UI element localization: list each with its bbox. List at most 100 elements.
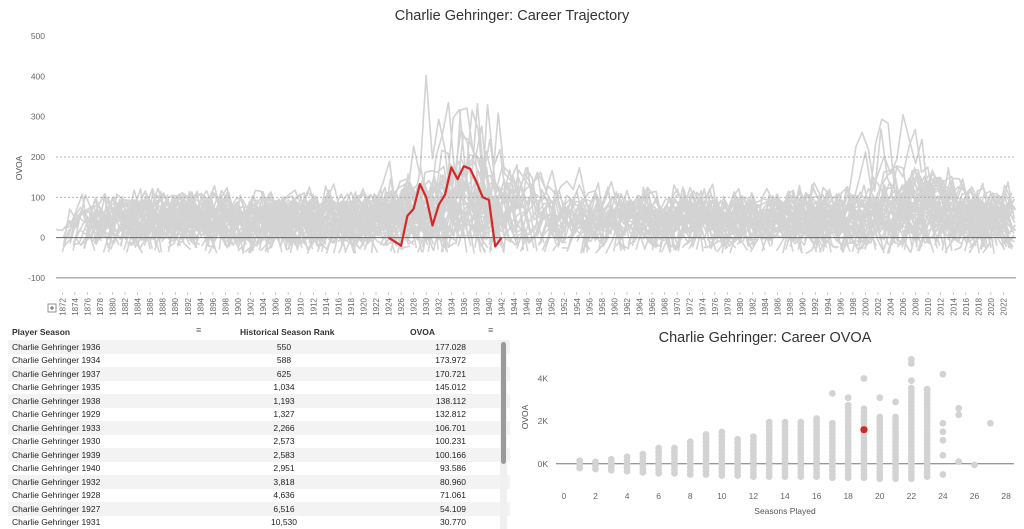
x-tick-label: 1890 [171, 297, 180, 315]
table-row[interactable]: Charlie Gehringer 1930 2,573 100.231 [8, 435, 510, 449]
scatter-point [592, 458, 599, 466]
scatter-x-axis-ticks: 0 2 4 6 8 10 12 14 16 18 20 22 24 26 28 [562, 491, 1012, 501]
background-player-line [732, 198, 798, 244]
sort-icon[interactable]: ≡ [196, 325, 202, 335]
scatter-point [939, 471, 947, 478]
x-tick-label: 1976 [711, 297, 720, 315]
background-player-line [900, 169, 977, 247]
table-row[interactable]: Charlie Gehringer 1936 550 177.028 [8, 340, 510, 354]
table-row[interactable]: Charlie Gehringer 1940 2,951 93.586 [8, 462, 510, 476]
background-player-line [432, 103, 535, 252]
background-player-line [140, 193, 218, 232]
scatter-point [828, 419, 836, 427]
chart-title-trajectory: Charlie Gehringer: Career Trajectory [394, 8, 630, 24]
sort-icon[interactable]: ≡ [488, 325, 494, 335]
background-player-line [351, 191, 429, 246]
x-tick-label: 1904 [259, 297, 268, 315]
table-row[interactable]: Charlie Gehringer 1939 2,583 100.166 [8, 448, 510, 462]
table-row[interactable]: Charlie Gehringer 1932 3,818 80.960 [8, 475, 510, 489]
table-row[interactable]: Charlie Gehringer 1928 4,636 71.061 [8, 489, 510, 503]
cell-rank: 2,951 [273, 463, 295, 473]
table-row[interactable]: Charlie Gehringer 1934 588 173.972 [8, 354, 510, 368]
x-tick-label: 1918 [347, 297, 356, 315]
highlight-series-line[interactable] [387, 165, 503, 248]
table-row[interactable]: Charlie Gehringer 1935 1,034 145.012 [8, 381, 510, 395]
cell-ovoa: 54.109 [440, 503, 466, 514]
cell-player-season: Charlie Gehringer 1929 [12, 409, 101, 419]
x-tick-label: 1994 [824, 297, 833, 315]
x-tick-label: 1928 [410, 297, 419, 315]
scatter-point [702, 431, 710, 438]
x-tick-label: 1916 [334, 297, 343, 315]
table-row[interactable]: Charlie Gehringer 1933 2,266 106.701 [8, 421, 510, 435]
x-tick-label: 1954 [573, 297, 582, 315]
scatter-x-tick-label: 12 [749, 491, 759, 501]
table-scrollbar-thumb[interactable] [501, 342, 506, 464]
x-tick-label: 1942 [497, 297, 506, 315]
x-tick-label: 1988 [786, 297, 795, 315]
scatter-points-group [576, 355, 994, 483]
background-player-line [73, 199, 189, 247]
background-player-line [964, 192, 1016, 252]
scatter-point [939, 370, 947, 378]
table-row[interactable]: Charlie Gehringer 1929 1,327 132.812 [8, 408, 510, 422]
cell-rank: 2,573 [273, 436, 295, 446]
scatter-x-tick-label: 28 [1001, 491, 1011, 501]
background-player-line [168, 202, 283, 253]
x-tick-label: 1934 [447, 297, 456, 315]
table-row[interactable]: Charlie Gehringer 1927 6,516 54.109 [8, 502, 510, 516]
x-tick-label: 1996 [836, 297, 845, 315]
scatter-point [907, 377, 915, 384]
cell-rank: 4,636 [273, 490, 295, 500]
x-tick-label: 1968 [661, 297, 670, 315]
cell-ovoa: 71.061 [440, 490, 466, 500]
x-tick-label: 2006 [899, 297, 908, 315]
highlight-point[interactable] [860, 426, 868, 434]
y-tick-label: -100 [28, 273, 45, 283]
table-body: Charlie Gehringer 1936 550 177.028 Charlie … [8, 340, 510, 529]
background-player-line [292, 199, 357, 254]
expand-icon[interactable] [47, 303, 57, 313]
reference-lines-group [56, 156, 1016, 279]
table-header: Player Season ≡ Historical Season Rank O… [8, 325, 510, 340]
cell-rank: 550 [276, 341, 292, 352]
cell-player-season: Charlie Gehringer 1938 [12, 395, 101, 406]
table-row[interactable]: Charlie Gehringer 1938 1,193 138.112 [8, 394, 510, 408]
background-player-line [890, 185, 937, 236]
background-player-line [296, 193, 411, 251]
x-tick-label: 1960 [610, 297, 619, 315]
cell-ovoa: 138.112 [435, 395, 466, 406]
cell-player-season: Charlie Gehringer 1932 [12, 476, 101, 487]
header-ovoa[interactable]: OVOA [410, 327, 436, 337]
cell-player-season: Charlie Gehringer 1936 [12, 341, 101, 352]
y-tick-label: 300 [31, 112, 45, 122]
scatter-point [686, 438, 694, 446]
scatter-point [734, 435, 742, 443]
header-player-season[interactable]: Player Season [12, 327, 71, 337]
background-player-line [948, 196, 1013, 247]
y-axis-label: OVOA [14, 155, 24, 180]
header-rank[interactable]: Historical Season Rank [240, 327, 335, 337]
x-tick-label: 1956 [585, 297, 594, 315]
scatter-x-tick-label: 18 [843, 491, 853, 501]
background-player-line [136, 200, 157, 246]
background-player-line [63, 193, 96, 251]
background-player-line [422, 101, 481, 237]
x-tick-label: 2002 [874, 297, 883, 315]
scatter-x-tick-label: 22 [907, 491, 917, 501]
x-tick-label: 1924 [385, 297, 394, 315]
background-player-line [441, 175, 512, 252]
table-row[interactable]: Charlie Gehringer 1931 10,530 30.770 [8, 516, 510, 529]
table-row[interactable]: Charlie Gehringer 1937 625 170.721 [8, 367, 510, 381]
x-tick-label: 1920 [359, 297, 368, 315]
x-tick-label: 2018 [974, 297, 983, 315]
background-player-line [706, 195, 809, 241]
scatter-x-tick-label: 16 [812, 491, 822, 501]
x-tick-label: 1882 [121, 297, 130, 315]
x-tick-label: 2008 [912, 297, 921, 315]
background-player-line [674, 183, 757, 251]
cell-player-season: Charlie Gehringer 1939 [12, 449, 101, 460]
x-tick-label: 1878 [96, 297, 105, 315]
